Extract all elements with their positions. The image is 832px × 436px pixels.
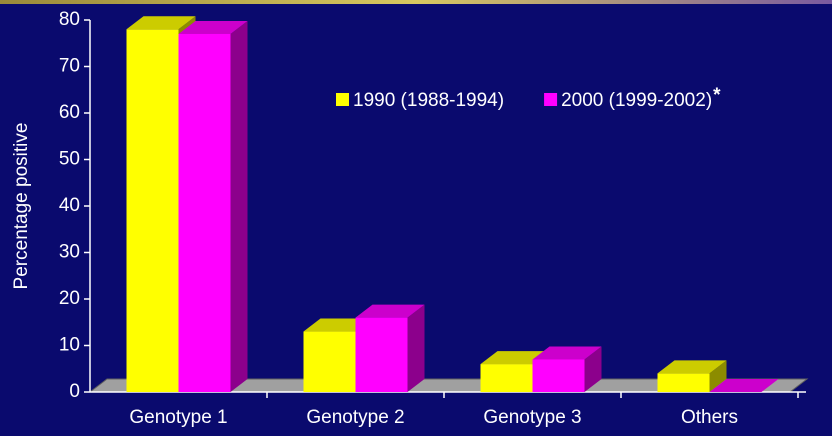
bar-front: [355, 317, 408, 392]
bar-top: [657, 360, 727, 374]
y-tick-label: 30: [59, 242, 80, 263]
x-tick-label: Genotype 3: [483, 407, 581, 428]
bar-side: [230, 20, 248, 392]
bar: [657, 360, 727, 392]
bar-front: [303, 331, 356, 392]
y-tick-label: 60: [59, 102, 80, 123]
legend-label: 2000 (1999-2002): [561, 90, 712, 111]
y-tick-label: 80: [59, 9, 80, 30]
bar-top: [532, 346, 602, 360]
legend-label: 1990 (1988-1994): [353, 90, 504, 111]
bar-front: [532, 359, 585, 392]
top-stripe: [0, 0, 832, 4]
y-tick-label: 40: [59, 195, 80, 216]
x-tick-label: Genotype 2: [306, 407, 404, 428]
bar-top: [709, 379, 779, 392]
y-tick-label: 20: [59, 288, 80, 309]
bar-top: [355, 304, 425, 318]
bar-top: [126, 16, 196, 30]
bar-side: [407, 304, 425, 392]
bar-front: [480, 364, 533, 392]
bar: [709, 379, 779, 392]
bar-front: [178, 33, 231, 392]
y-axis-label: Percentage positive: [11, 123, 32, 290]
legend-swatch: [544, 93, 558, 106]
bar-front: [657, 373, 710, 392]
bar-side: [584, 346, 602, 392]
bar-side: [709, 360, 727, 392]
bar-top: [480, 351, 550, 365]
y-tick-label: 70: [59, 56, 80, 77]
bar-front: [126, 29, 179, 393]
bar: [355, 304, 425, 392]
bar-top: [178, 20, 248, 34]
y-tick-label: 0: [69, 381, 80, 402]
y-tick-label: 50: [59, 149, 80, 170]
y-tick-label: 10: [59, 335, 80, 356]
legend-swatch: [336, 93, 349, 106]
x-tick-label: Genotype 1: [129, 407, 227, 428]
x-tick-label: Others: [681, 407, 738, 428]
bar-top: [303, 318, 373, 332]
bar: [532, 346, 602, 392]
bar: [178, 20, 248, 392]
annotation: *: [713, 85, 721, 106]
